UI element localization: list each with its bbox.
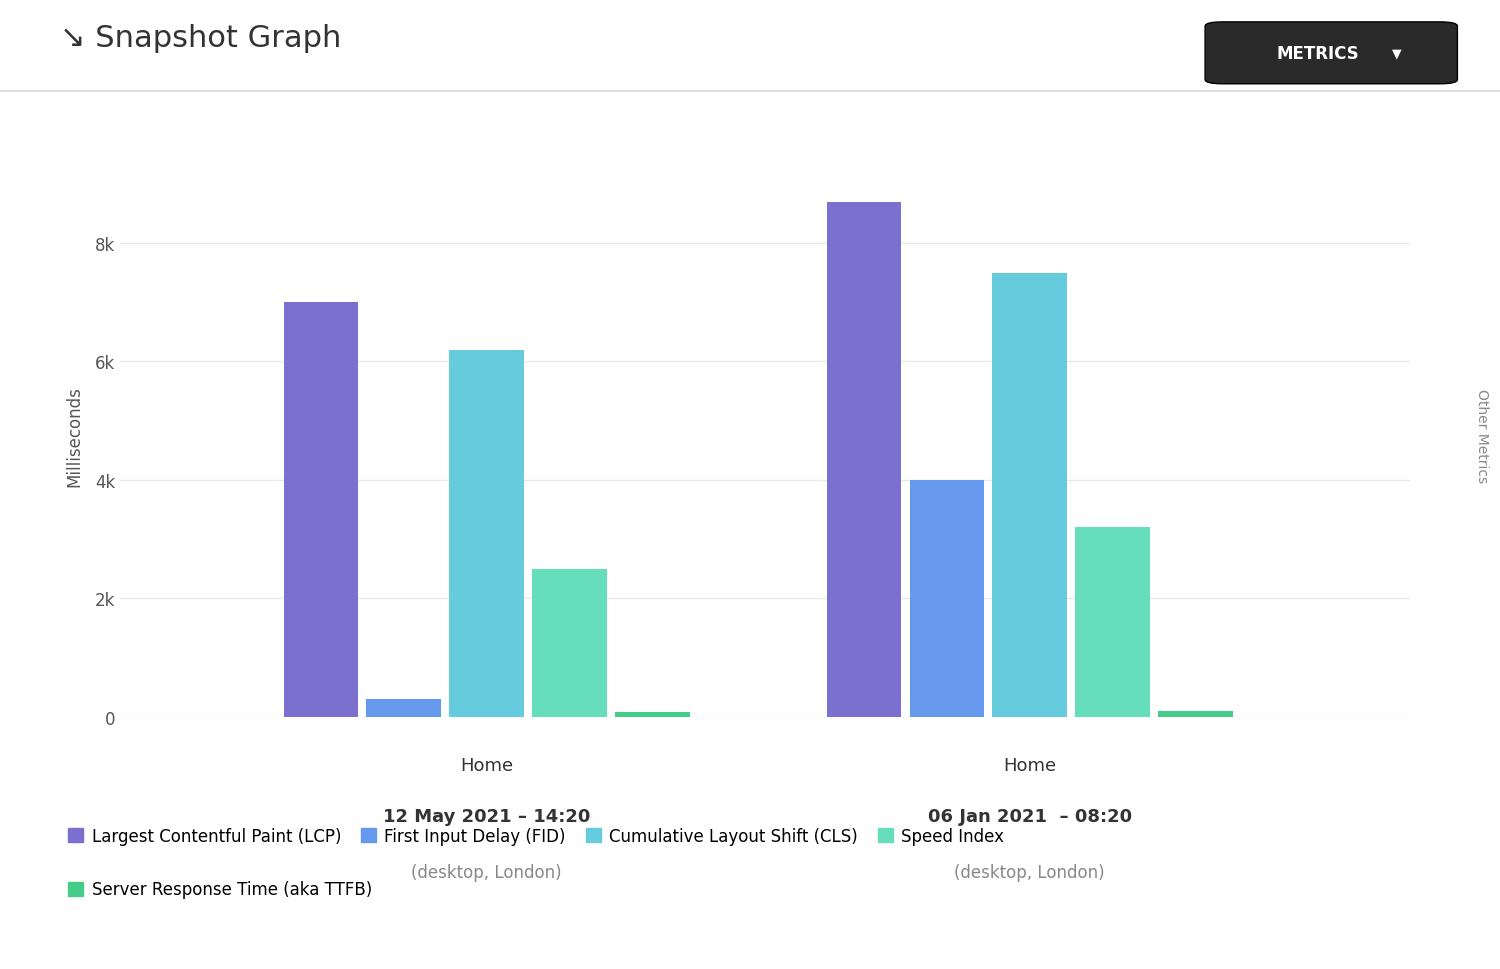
Bar bbox=[909, 481, 984, 717]
Bar bbox=[366, 700, 441, 717]
Text: Home: Home bbox=[460, 757, 513, 774]
Bar bbox=[615, 712, 690, 717]
Text: (desktop, London): (desktop, London) bbox=[411, 863, 562, 881]
Bar bbox=[827, 203, 902, 717]
Legend: Server Response Time (aka TTFB): Server Response Time (aka TTFB) bbox=[69, 881, 372, 898]
Bar bbox=[993, 273, 1066, 717]
Bar bbox=[1076, 528, 1150, 717]
Bar bbox=[284, 303, 358, 717]
Text: Home: Home bbox=[1004, 757, 1056, 774]
Text: 12 May 2021 – 14:20: 12 May 2021 – 14:20 bbox=[382, 807, 591, 825]
Text: ↘ Snapshot Graph: ↘ Snapshot Graph bbox=[60, 24, 342, 53]
Text: METRICS: METRICS bbox=[1276, 45, 1359, 63]
Text: Other Metrics: Other Metrics bbox=[1474, 389, 1490, 484]
Bar bbox=[532, 569, 608, 717]
Text: (desktop, London): (desktop, London) bbox=[954, 863, 1106, 881]
Text: ▼: ▼ bbox=[1392, 47, 1401, 60]
FancyBboxPatch shape bbox=[1204, 23, 1458, 84]
Y-axis label: Milliseconds: Milliseconds bbox=[66, 386, 84, 486]
Bar bbox=[450, 350, 524, 717]
Bar bbox=[1158, 711, 1233, 717]
Legend: Largest Contentful Paint (LCP), First Input Delay (FID), Cumulative Layout Shift: Largest Contentful Paint (LCP), First In… bbox=[69, 828, 1005, 845]
Text: 06 Jan 2021  – 08:20: 06 Jan 2021 – 08:20 bbox=[927, 807, 1132, 825]
